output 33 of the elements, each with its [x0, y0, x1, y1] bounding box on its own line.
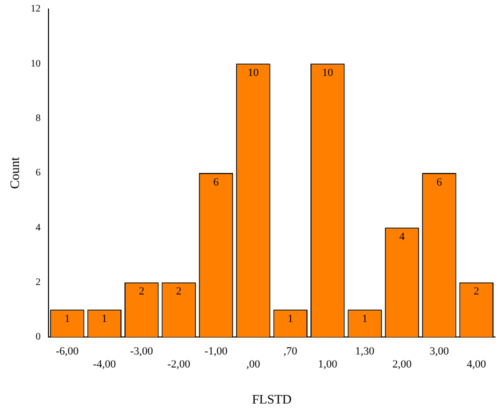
y-tick-label: 12	[30, 4, 41, 15]
x-tick-label: -1,00	[204, 345, 228, 358]
data-label: 1	[64, 313, 70, 326]
x-tick-label: 2,00	[392, 358, 412, 371]
x-tick-label: 3,00	[430, 345, 450, 358]
data-label: 2	[176, 286, 182, 298]
x-axis-title: FLSTD	[252, 392, 292, 407]
x-tick-label: -3,00	[130, 345, 154, 358]
data-label: 10	[248, 67, 260, 80]
data-label: 6	[213, 176, 220, 188]
y-tick-label: 2	[36, 276, 41, 288]
x-tick-label: -6,00	[56, 345, 80, 358]
x-tick-label: 1,00	[318, 358, 338, 371]
y-tick-label: 10	[30, 58, 41, 70]
data-label: 1	[288, 313, 294, 326]
y-tick-label: 6	[36, 168, 41, 179]
data-label: 2	[138, 286, 144, 298]
x-tick-label: 1,30	[355, 345, 375, 358]
data-label: 1	[102, 313, 108, 326]
data-label: 2	[474, 286, 480, 298]
data-label: 6	[436, 176, 442, 188]
x-tick-label: ,00	[246, 358, 261, 371]
y-tick-label: 4	[36, 222, 41, 234]
x-tick-label: -2,00	[167, 358, 191, 371]
x-tick-label: -4,00	[92, 358, 116, 371]
data-label: 10	[322, 67, 334, 80]
data-label: 4	[399, 231, 406, 244]
y-axis-title: Count	[7, 156, 22, 189]
x-tick-label: ,70	[284, 345, 298, 358]
y-tick-label: 0	[36, 332, 41, 343]
x-tick-label: 4,00	[466, 358, 487, 371]
data-label: 1	[362, 313, 368, 326]
y-tick-label: 8	[36, 112, 41, 124]
